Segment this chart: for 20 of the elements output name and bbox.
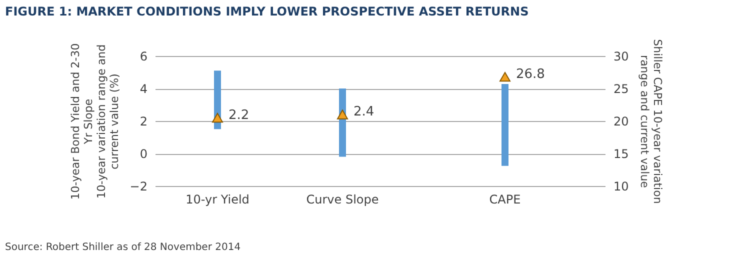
y2-tick-label: 25 [614, 82, 629, 96]
y2-tick-label: 10 [614, 180, 629, 194]
data-label: 2.4 [354, 104, 374, 120]
data-label: 2.2 [228, 108, 250, 123]
y-tick-label: 4 [140, 82, 148, 96]
y-tick-label: 6 [140, 50, 148, 64]
y2-axis-title: Shiller CAPE 10-year variation range and current value [638, 39, 664, 204]
y2-tick-label: 30 [614, 50, 629, 64]
y-tick-label: 2 [140, 114, 148, 128]
y-tick-label: −2 [130, 180, 148, 194]
data-label: 26.8 [516, 66, 545, 82]
y-axis-title: 10-year Bond Yield and 2-30 Yr Slope 10-year variation range and current value (%) [68, 43, 121, 200]
x-tick-label: 10-yr Yield [186, 192, 250, 206]
x-tick-label: Curve Slope [306, 192, 379, 206]
source-note: Source: Robert Shiller as of 28 November 2014 [5, 242, 241, 253]
x-tick-label: CAPE [489, 192, 521, 206]
y2-tick-label: 15 [614, 147, 629, 161]
y-tick-label: 0 [140, 147, 148, 161]
y2-tick-label: 20 [614, 114, 629, 128]
chart-title: FIGURE 1: MARKET CONDITIONS IMPLY LOWER PROSPECTIVE ASSET RETURNS [5, 4, 529, 19]
